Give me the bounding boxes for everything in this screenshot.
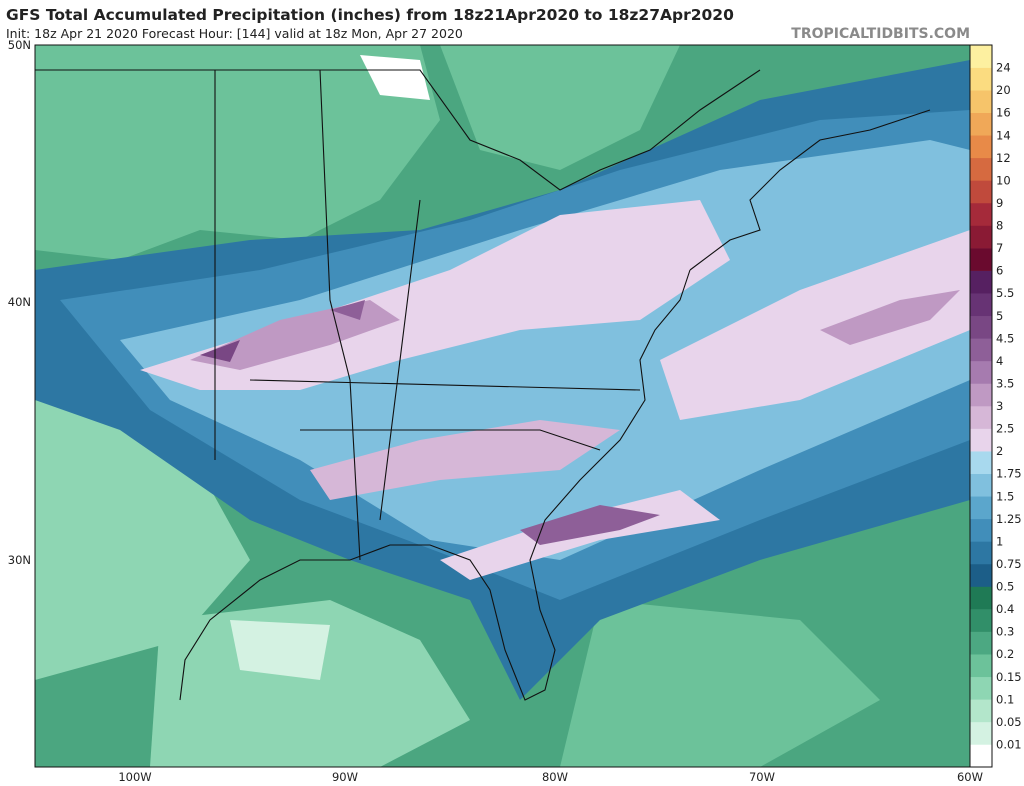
colorbar-label: 3.5 — [996, 376, 1014, 390]
colorbar-label: 10 — [996, 173, 1011, 187]
colorbar-swatch — [970, 270, 992, 294]
colorbar-label: 5 — [996, 309, 1003, 323]
colorbar-swatch — [970, 293, 992, 317]
colorbar-label: 0.5 — [996, 580, 1014, 594]
colorbar-swatch — [970, 45, 992, 68]
colorbar-swatch — [970, 90, 992, 113]
title: GFS Total Accumulated Precipitation (inc… — [6, 6, 734, 24]
colorbar-label: 0.4 — [996, 602, 1014, 616]
colorbar-swatch — [970, 383, 992, 407]
colorbar-label: 6 — [996, 264, 1003, 278]
colorbar-label: 16 — [996, 106, 1011, 120]
colorbar-label: 4 — [996, 354, 1003, 368]
colorbar-swatch — [970, 135, 992, 159]
colorbar-label: 1.5 — [996, 489, 1014, 503]
colorbar-label: 0.2 — [996, 647, 1014, 661]
colorbar-label: 0.01 — [996, 737, 1022, 751]
precip-field — [35, 45, 970, 767]
lon-label: 100W — [118, 770, 151, 784]
colorbar-swatch — [970, 563, 992, 587]
colorbar-label: 1.25 — [996, 512, 1022, 526]
colorbar-label: 14 — [996, 128, 1011, 142]
colorbar-swatch — [970, 202, 992, 226]
colorbar-swatch — [970, 338, 992, 362]
colorbar-swatch — [970, 699, 992, 723]
colorbar-below — [970, 744, 992, 767]
lon-label: 80W — [542, 770, 568, 784]
colorbar-swatch — [970, 541, 992, 565]
colorbar-swatch — [970, 180, 992, 204]
lat-label: 30N — [8, 553, 31, 567]
subtitle: Init: 18z Apr 21 2020 Forecast Hour: [14… — [6, 26, 463, 41]
colorbar-label: 2 — [996, 444, 1003, 458]
colorbar-label: 4.5 — [996, 331, 1014, 345]
colorbar-swatch — [970, 428, 992, 452]
colorbar-label: 24 — [996, 61, 1011, 75]
colorbar-swatch — [970, 406, 992, 429]
colorbar-swatch — [970, 496, 992, 520]
colorbar-swatch — [970, 67, 992, 91]
colorbar-label: 8 — [996, 219, 1003, 233]
lon-label: 60W — [957, 770, 983, 784]
colorbar-label: 5.5 — [996, 286, 1014, 300]
colorbar-swatch — [970, 609, 992, 632]
lat-label: 40N — [8, 295, 31, 309]
colorbar-label: 9 — [996, 196, 1003, 210]
colorbar-swatch — [970, 112, 992, 136]
colorbar-swatch — [970, 721, 992, 745]
colorbar-label: 12 — [996, 151, 1011, 165]
colorbar-swatch — [970, 225, 992, 249]
colorbar-label: 2.5 — [996, 422, 1014, 436]
colorbar-label: 1.75 — [996, 467, 1022, 481]
lon-label: 70W — [749, 770, 775, 784]
colorbar-label: 0.75 — [996, 557, 1022, 571]
colorbar-frame — [969, 44, 993, 768]
colorbar-label: 3 — [996, 399, 1003, 413]
colorbar-swatch — [970, 248, 992, 271]
colorbar-swatch — [970, 654, 992, 678]
colorbar-label: 0.15 — [996, 670, 1022, 684]
colorbar-swatch — [970, 360, 992, 384]
colorbar-swatch — [970, 676, 992, 700]
colorbar-swatch — [970, 157, 992, 181]
colorbar-swatch — [970, 631, 992, 655]
site-name: TROPICALTIDBITS.COM — [791, 26, 970, 42]
colorbar-swatch — [970, 315, 992, 339]
lat-label: 50N — [8, 38, 31, 52]
colorbar-swatch — [970, 451, 992, 474]
colorbar-label: 0.05 — [996, 715, 1022, 729]
colorbar-label: 7 — [996, 241, 1003, 255]
colorbar-label: 0.1 — [996, 692, 1014, 706]
colorbar-swatch — [970, 586, 992, 610]
colorbar-label: 20 — [996, 83, 1011, 97]
lon-label: 90W — [332, 770, 358, 784]
colorbar-label: 1 — [996, 534, 1003, 548]
colorbar-swatch — [970, 473, 992, 497]
colorbar-label: 0.3 — [996, 625, 1014, 639]
colorbar-swatch — [970, 518, 992, 542]
